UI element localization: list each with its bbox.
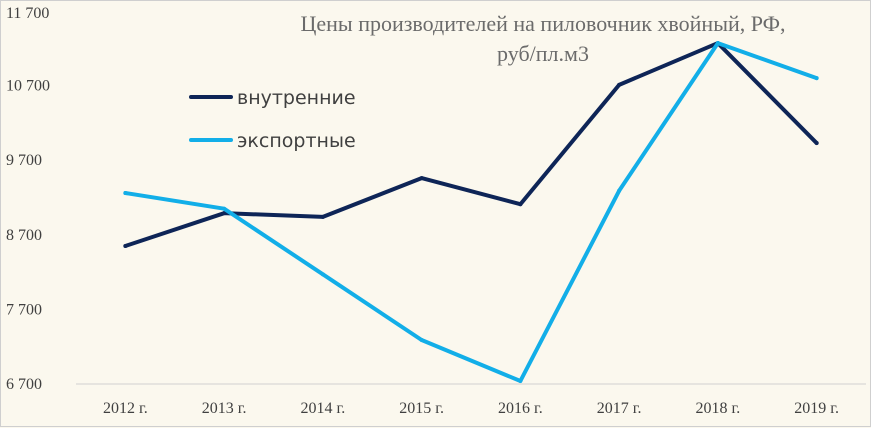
series-line-internal (123, 41, 819, 248)
internal-data-point (814, 141, 819, 146)
y-tick-label: 8 700 (6, 227, 42, 244)
export-data-point (715, 41, 720, 46)
internal-data-point (123, 243, 128, 248)
x-tick-label: 2015 г. (399, 400, 444, 417)
internal-data-point (518, 202, 523, 207)
x-tick-label: 2018 г. (695, 400, 740, 417)
export-data-point (222, 206, 227, 211)
y-tick-label: 9 700 (6, 152, 42, 169)
chart-title-line-2: руб/пл.м3 (497, 41, 589, 66)
x-tick-label: 2012 г. (103, 400, 148, 417)
chart-title-line-1: Цены производителей на пиловочник хвойны… (300, 11, 785, 36)
legend-label-internal: внутренние (237, 87, 356, 109)
y-tick-label: 7 700 (6, 301, 42, 318)
y-tick-label: 11 700 (6, 5, 49, 22)
legend-label-export: экспортные (237, 130, 356, 152)
export-data-point (320, 272, 325, 277)
export-data-point (617, 188, 622, 193)
x-tick-label: 2016 г. (498, 400, 543, 417)
export-data-point (518, 379, 523, 384)
internal-data-point (419, 176, 424, 181)
export-data-point (123, 191, 128, 196)
x-tick-label: 2019 г. (794, 400, 839, 417)
internal-data-point (222, 211, 227, 216)
export-data-point (814, 76, 819, 81)
y-axis-ticks: 6 700 7 700 8 700 9 700 10 700 11 700 (6, 5, 50, 393)
x-tick-label: 2017 г. (597, 400, 642, 417)
series-group (123, 41, 819, 384)
internal-data-point (617, 82, 622, 87)
x-tick-label: 2013 г. (202, 400, 247, 417)
x-tick-label: 2014 г. (300, 400, 345, 417)
series-line-export (123, 41, 819, 384)
export-data-point (419, 337, 424, 342)
internal-data-point (320, 214, 325, 219)
y-tick-label: 10 700 (6, 78, 50, 95)
x-axis-ticks: 2012 г. 2013 г. 2014 г. 2015 г. 2016 г. 2017 … (103, 400, 839, 417)
y-tick-label: 6 700 (6, 376, 42, 393)
